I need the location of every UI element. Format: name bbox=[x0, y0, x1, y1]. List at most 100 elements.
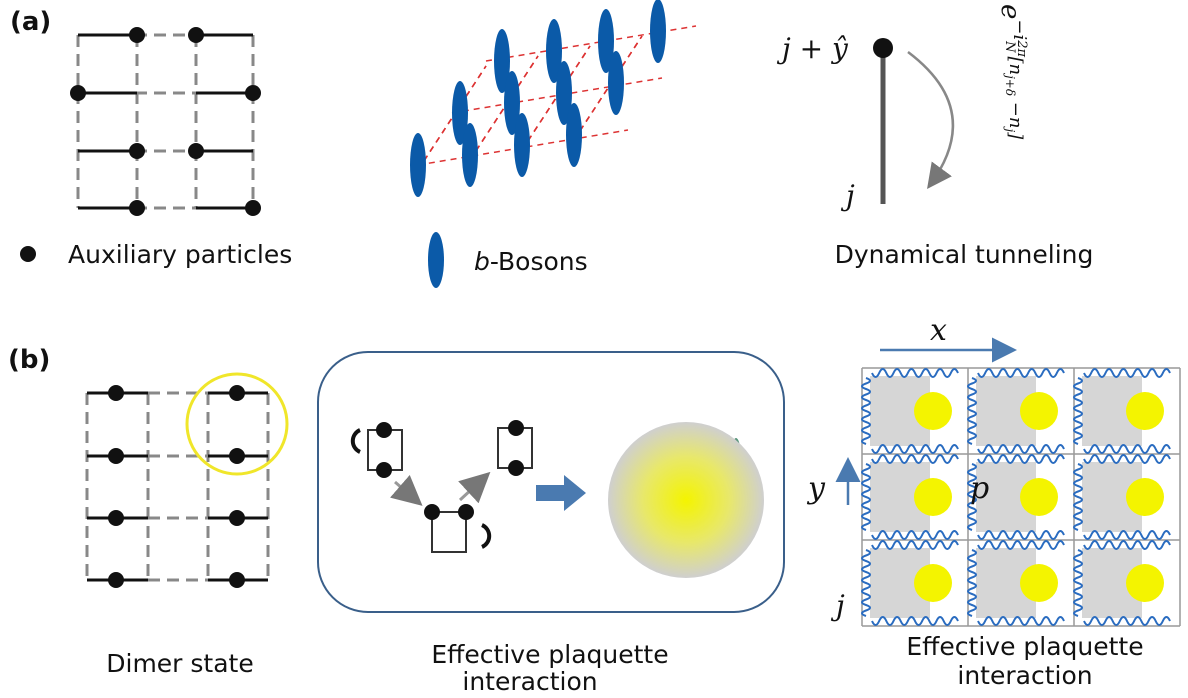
legend-text: b-Bosons bbox=[474, 247, 588, 276]
spring bbox=[871, 616, 959, 626]
spring bbox=[1083, 454, 1171, 464]
particle bbox=[245, 200, 261, 216]
dashed-bond bbox=[521, 45, 591, 151]
particle bbox=[108, 510, 124, 526]
spring bbox=[1083, 530, 1171, 540]
site-label: j bbox=[830, 589, 845, 622]
plaquette-center bbox=[1126, 392, 1164, 430]
boson bbox=[452, 81, 468, 145]
mid: −n bbox=[1005, 96, 1026, 128]
bracket: [n bbox=[1005, 56, 1026, 75]
spring bbox=[1083, 540, 1171, 550]
base: e bbox=[995, 4, 1025, 19]
caption: Effective plaquette bbox=[906, 632, 1143, 661]
spring bbox=[871, 540, 959, 550]
particle bbox=[458, 504, 474, 520]
site-label: j bbox=[840, 179, 855, 212]
spring bbox=[871, 444, 959, 454]
sub: j+δ bbox=[1003, 72, 1017, 96]
move-arrow bbox=[458, 471, 491, 504]
boson bbox=[566, 103, 582, 167]
axis-label: x bbox=[930, 313, 947, 348]
spring bbox=[977, 540, 1065, 550]
spring bbox=[967, 549, 977, 617]
text: -Bosons bbox=[490, 247, 588, 276]
decoration bbox=[70, 0, 1181, 627]
legend-dot bbox=[20, 246, 36, 262]
legend-ellipse bbox=[428, 232, 444, 288]
spring bbox=[967, 377, 977, 445]
particle bbox=[424, 504, 440, 520]
boson bbox=[598, 9, 614, 73]
particle bbox=[229, 510, 245, 526]
arrow bbox=[536, 475, 586, 511]
highlight bbox=[185, 372, 289, 476]
box bbox=[317, 351, 785, 613]
plaquette-center bbox=[914, 564, 952, 602]
dashed-bond bbox=[451, 77, 663, 114]
plaquette-center bbox=[1126, 564, 1164, 602]
spring bbox=[861, 463, 871, 531]
particle bbox=[129, 143, 145, 159]
boson bbox=[650, 0, 666, 63]
plaquette-center bbox=[1126, 478, 1164, 516]
boson bbox=[546, 19, 562, 83]
spring bbox=[967, 463, 977, 531]
dashed-bond bbox=[417, 129, 629, 166]
boson bbox=[462, 123, 478, 187]
plaquette-center bbox=[1020, 392, 1058, 430]
boson bbox=[556, 61, 572, 125]
particle bbox=[129, 200, 145, 216]
particle bbox=[245, 85, 261, 101]
boson bbox=[504, 71, 520, 135]
particle bbox=[376, 462, 392, 478]
particle bbox=[108, 385, 124, 401]
spring bbox=[977, 530, 1065, 540]
plaquette-center bbox=[914, 478, 952, 516]
panel-label: (a) bbox=[10, 7, 51, 37]
particle bbox=[508, 460, 524, 476]
particle bbox=[376, 422, 392, 438]
sphere bbox=[608, 422, 764, 578]
particle bbox=[108, 572, 124, 588]
dashed-bond bbox=[469, 55, 539, 161]
caption: interaction bbox=[957, 661, 1092, 690]
spring bbox=[871, 454, 959, 464]
particle bbox=[229, 572, 245, 588]
dashed-bond bbox=[417, 65, 487, 171]
spring bbox=[1083, 444, 1171, 454]
tunneling-arrow bbox=[907, 51, 955, 190]
particle bbox=[108, 448, 124, 464]
spring bbox=[977, 444, 1065, 454]
spring bbox=[1083, 616, 1171, 626]
exp: −i bbox=[1009, 19, 1030, 40]
spring bbox=[977, 616, 1065, 626]
particle bbox=[229, 448, 245, 464]
particle bbox=[229, 385, 245, 401]
rotation bbox=[350, 428, 361, 454]
spring bbox=[871, 368, 959, 378]
phase-factor: e−i2πN [nj+δ −nj] bbox=[995, 4, 1030, 140]
plaquette-center bbox=[914, 392, 952, 430]
plaquette-center bbox=[1020, 564, 1058, 602]
dashed-bond bbox=[573, 35, 643, 141]
caption: interaction bbox=[462, 667, 597, 694]
boson bbox=[410, 133, 426, 197]
spring bbox=[1083, 368, 1171, 378]
spring bbox=[1073, 549, 1083, 617]
den: N bbox=[1002, 40, 1017, 53]
close: ] bbox=[1005, 131, 1026, 140]
boson bbox=[494, 29, 510, 93]
spring bbox=[977, 454, 1065, 464]
particle bbox=[873, 38, 893, 58]
spring bbox=[1073, 377, 1083, 445]
move-arrow bbox=[390, 474, 423, 506]
caption: Dimer state bbox=[106, 649, 254, 678]
spring bbox=[977, 368, 1065, 378]
caption: Effective plaquette bbox=[431, 640, 668, 669]
axis-label: y bbox=[806, 471, 826, 506]
particle bbox=[129, 27, 145, 43]
spring bbox=[871, 530, 959, 540]
rotation bbox=[481, 523, 492, 549]
